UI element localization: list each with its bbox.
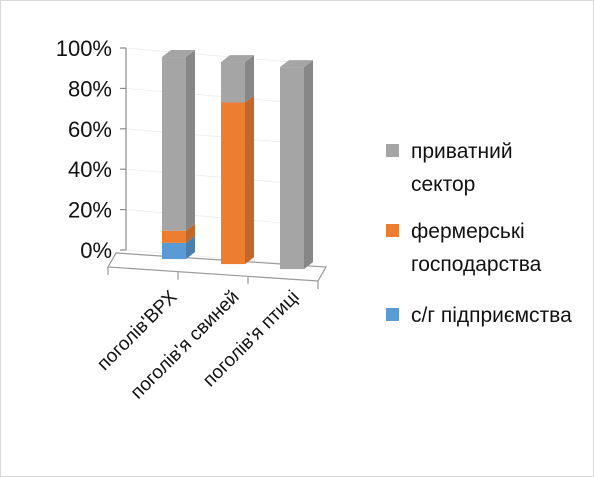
bar-segment	[162, 57, 186, 231]
gridline	[125, 209, 301, 225]
bar-top	[221, 55, 254, 63]
bar-segment-side	[186, 223, 195, 243]
legend-item-private-sector: приватний сектор	[386, 138, 581, 201]
y-tick-label: 0%	[80, 238, 112, 263]
bar-segment-side	[186, 235, 195, 260]
bar-segment	[162, 230, 186, 243]
grid-lines	[125, 47, 301, 266]
legend-label-agri-enterprises: с/г підприємства	[411, 304, 572, 327]
gridline	[125, 47, 301, 64]
gridline	[125, 128, 301, 145]
bar-top	[162, 50, 195, 58]
gridline	[125, 87, 301, 104]
x-category-label: поголів'я свиней	[127, 287, 244, 404]
bar-segment	[162, 242, 186, 260]
legend-swatch-private-sector	[386, 144, 399, 157]
legend-label-farms: фермерські господарства	[411, 220, 542, 276]
bar-top	[280, 60, 313, 68]
y-tick-label: 100%	[56, 36, 112, 61]
y-tick-label: 20%	[68, 198, 112, 223]
bar-segment	[221, 102, 245, 265]
bar-segment-side	[304, 60, 313, 270]
axes	[107, 47, 327, 289]
gridline	[125, 249, 301, 266]
y-tick-label: 60%	[68, 117, 112, 142]
bar-segment	[221, 62, 245, 103]
y-tick-label: 80%	[68, 76, 112, 101]
bar-segment-side	[245, 95, 254, 265]
legend-item-farms: фермерські господарства	[386, 218, 581, 281]
legend-swatch-agri-enterprises	[386, 308, 399, 321]
bar-segment	[280, 67, 304, 270]
bars	[162, 50, 313, 270]
bar-segment-side	[245, 55, 254, 103]
legend-swatch-farms	[386, 224, 399, 237]
bar-segment-side	[186, 50, 195, 231]
legend-item-agri-enterprises: с/г підприємства	[386, 302, 581, 332]
gridline	[125, 168, 301, 185]
legend-label-private-sector: приватний сектор	[411, 140, 513, 196]
y-tick-label: 40%	[68, 157, 112, 182]
